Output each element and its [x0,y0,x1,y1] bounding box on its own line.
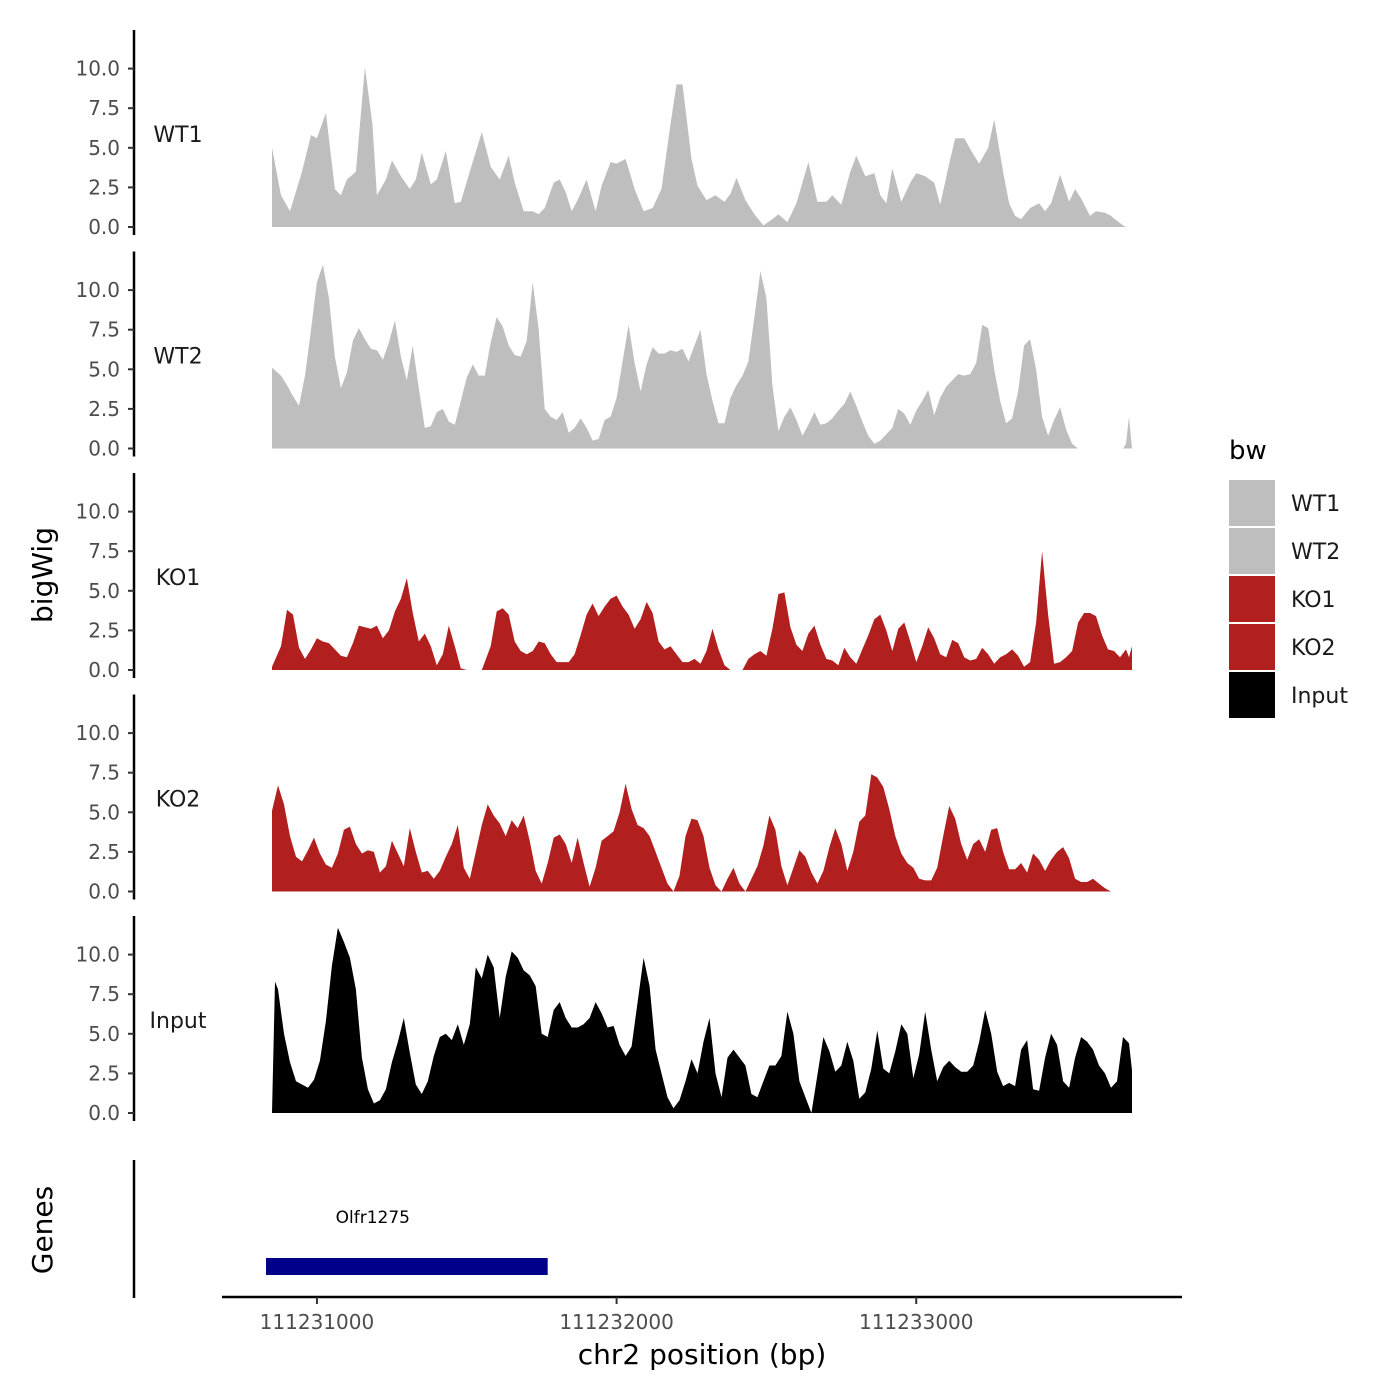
y-tick-label: 10.0 [75,943,120,967]
y-tick-label: 5.0 [88,579,120,603]
legend-title: bw [1229,436,1267,466]
legend-label: Input [1291,684,1348,709]
y-tick-label: 2.5 [88,397,120,421]
y-tick-label: 7.5 [88,982,120,1006]
y-tick-label: 5.0 [88,1022,120,1046]
signal-area [272,551,1132,670]
legend-swatch [1229,480,1275,526]
legend-swatch [1229,672,1275,718]
y-tick-label: 0.0 [88,880,120,904]
genes-track-label: Genes [26,1186,59,1274]
legend-swatch [1229,624,1275,670]
signal-area [272,927,1132,1113]
y-tick-label: 10.0 [75,721,120,745]
y-tick-label: 2.5 [88,175,120,199]
y-tick-label: 0.0 [88,1101,120,1125]
track-wt2: 0.0 2.5 5.0 7.5 10.0 WT2 [75,251,1132,461]
track-label: WT1 [153,123,202,148]
track-input: 0.0 2.5 5.0 7.5 10.0 Input [75,916,1132,1125]
legend-swatch [1229,528,1275,574]
tracks-group: 0.02.55.07.510.0WT10.02.55.07.510.0WT20.… [75,30,1132,1125]
x-axis: 111231000 111232000 111233000 [222,1295,1182,1334]
track-label: WT2 [153,345,202,370]
track-ko1: 0.0 2.5 5.0 7.5 10.0 KO1 [75,473,1132,682]
y-tick-label: 0.0 [88,215,120,239]
y-tick-label: 10.0 [75,57,120,81]
signal-area [272,774,1132,892]
x-tick-label: 111233000 [859,1310,974,1334]
y-tick-label: 10.0 [75,278,120,302]
signal-area [272,264,1132,449]
x-tick-label: 111232000 [559,1310,674,1334]
y-tick-label: 5.0 [88,357,120,381]
legend-swatch [1229,576,1275,622]
y-tick-label: 10.0 [75,500,120,524]
y-tick-label: 0.0 [88,437,120,461]
y-tick-label: 7.5 [88,318,120,342]
y-tick-label: 5.0 [88,800,120,824]
y-tick-label: 2.5 [88,618,120,642]
track-label: KO2 [156,788,201,813]
y-tick-label: 7.5 [88,96,120,120]
gene-bar [266,1258,548,1275]
track-wt1: 0.0 2.5 5.0 7.5 10.0 WT1 [75,30,1126,239]
track-label: KO1 [156,566,201,591]
y-tick-label: 2.5 [88,840,120,864]
y-tick-label: 7.5 [88,761,120,785]
y-axis-title: bigWig [26,527,59,623]
legend-label: WT2 [1291,540,1340,565]
x-axis-title: chr2 position (bp) [578,1338,827,1371]
y-tick-label: 5.0 [88,136,120,160]
y-tick-label: 0.0 [88,658,120,682]
x-tick-label: 111231000 [260,1310,375,1334]
legend-label: WT1 [1291,492,1340,517]
legend: bw WT1 WT2 KO1 KO2 Input [1229,436,1348,718]
gene-label: Olfr1275 [336,1208,410,1228]
y-tick-label: 7.5 [88,539,120,563]
track-ko2: 0.0 2.5 5.0 7.5 10.0 KO2 [75,694,1132,904]
legend-label: KO2 [1291,636,1336,661]
signal-area [272,67,1126,227]
y-tick-label: 2.5 [88,1061,120,1085]
legend-label: KO1 [1291,588,1336,613]
track-label: Input [150,1009,207,1034]
genes-track: Olfr1275 [132,1160,548,1298]
